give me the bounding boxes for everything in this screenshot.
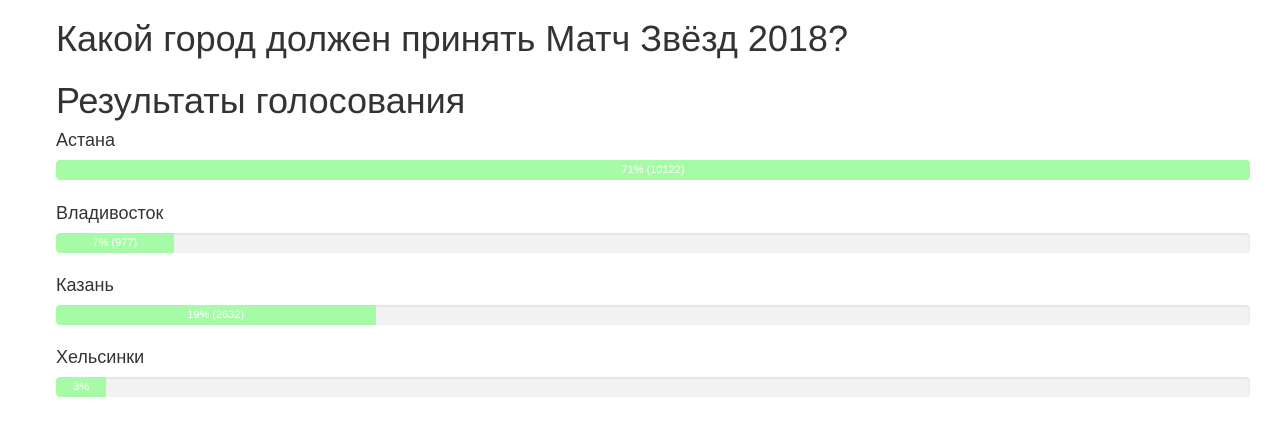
- progress-fill: 7% (977): [56, 233, 174, 253]
- progress-track: 19% (2632): [56, 305, 1250, 325]
- progress-track: 3%: [56, 377, 1250, 397]
- option-name: Владивосток: [56, 203, 164, 223]
- option-name: Казань: [56, 275, 114, 295]
- poll-option: Владивосток 7% (977): [56, 202, 1250, 253]
- poll-option: Хельсинки 3%: [56, 346, 1250, 397]
- progress-fill: 19% (2632): [56, 305, 376, 325]
- progress-track: 71% (10122): [56, 160, 1250, 180]
- option-name: Астана: [56, 130, 116, 150]
- progress-track: 7% (977): [56, 233, 1250, 253]
- results-heading: Результаты голосования: [56, 80, 466, 121]
- progress-fill: 3%: [56, 377, 107, 397]
- progress-fill: 71% (10122): [56, 160, 1250, 180]
- poll-question: Какой город должен принять Матч Звёзд 20…: [56, 18, 848, 59]
- poll-option: Астана 71% (10122): [56, 129, 1250, 180]
- poll-option: Казань 19% (2632): [56, 274, 1250, 325]
- option-name: Хельсинки: [56, 347, 145, 367]
